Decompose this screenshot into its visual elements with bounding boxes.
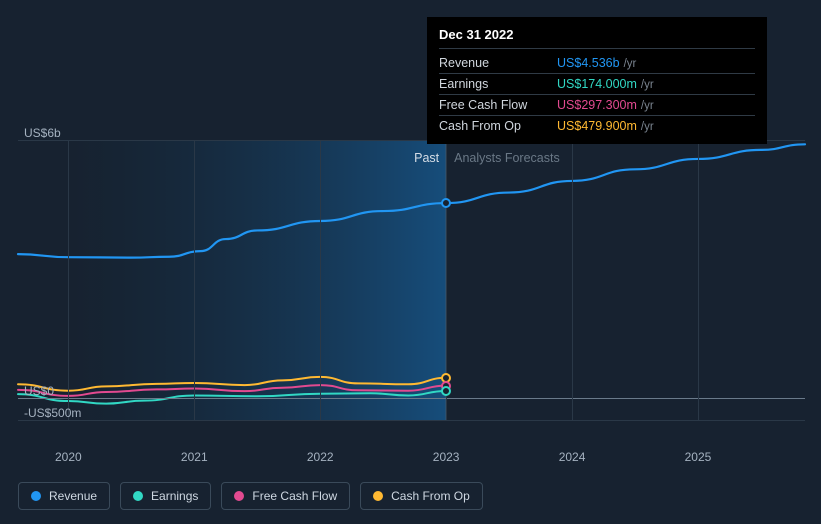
legend-label: Revenue: [49, 489, 97, 503]
chart-tooltip: Dec 31 2022 RevenueUS$4.536b/yrEarningsU…: [427, 17, 767, 144]
financials-chart: 2020 2021 2022 2023 2024 2025 Past Analysts F…: [0, 0, 821, 524]
series-marker: [441, 198, 451, 208]
legend-item[interactable]: Earnings: [120, 482, 211, 510]
past-label: Past: [414, 151, 439, 165]
legend-dot-icon: [373, 491, 383, 501]
x-axis-label: 2024: [559, 450, 586, 464]
x-axis-label: 2021: [181, 450, 208, 464]
x-gridline: [320, 140, 321, 420]
legend-item[interactable]: Revenue: [18, 482, 110, 510]
tooltip-row: Cash From OpUS$479.900m/yr: [439, 116, 755, 136]
legend-dot-icon: [31, 491, 41, 501]
legend-dot-icon: [234, 491, 244, 501]
forecast-label: Analysts Forecasts: [454, 151, 560, 165]
chart-svg: [18, 140, 805, 420]
x-axis-label: 2022: [307, 450, 334, 464]
tooltip-row: RevenueUS$4.536b/yr: [439, 53, 755, 74]
legend: Revenue Earnings Free Cash Flow Cash From O…: [18, 482, 483, 510]
tooltip-row: Free Cash FlowUS$297.300m/yr: [439, 95, 755, 116]
x-gridline: [194, 140, 195, 420]
y-axis-label: US$0: [24, 384, 54, 398]
y-axis-label: -US$500m: [24, 406, 81, 420]
tooltip-label: Cash From Op: [439, 119, 557, 133]
x-gridline: [68, 140, 69, 420]
tooltip-rows: RevenueUS$4.536b/yrEarningsUS$174.000m/y…: [439, 53, 755, 136]
legend-label: Free Cash Flow: [252, 489, 337, 503]
tooltip-suffix: /yr: [624, 58, 637, 70]
tooltip-label: Revenue: [439, 56, 557, 70]
tooltip-value: US$174.000m: [557, 77, 637, 91]
legend-item[interactable]: Free Cash Flow: [221, 482, 350, 510]
plot-area[interactable]: [18, 140, 805, 420]
tooltip-title: Dec 31 2022: [439, 27, 755, 49]
x-gridline: [698, 140, 699, 420]
x-axis-label: 2023: [433, 450, 460, 464]
x-gridline: [572, 140, 573, 420]
legend-item[interactable]: Cash From Op: [360, 482, 483, 510]
tooltip-value: US$479.900m: [557, 119, 637, 133]
series-marker: [441, 386, 451, 396]
y-gridline: [18, 398, 805, 399]
y-axis-label: US$6b: [24, 126, 61, 140]
x-axis-label: 2020: [55, 450, 82, 464]
tooltip-suffix: /yr: [641, 100, 654, 112]
legend-label: Earnings: [151, 489, 198, 503]
tooltip-suffix: /yr: [641, 79, 654, 91]
legend-dot-icon: [133, 491, 143, 501]
tooltip-value: US$297.300m: [557, 98, 637, 112]
tooltip-label: Earnings: [439, 77, 557, 91]
x-axis: 2020 2021 2022 2023 2024 2025: [18, 450, 805, 470]
x-axis-label: 2025: [685, 450, 712, 464]
tooltip-label: Free Cash Flow: [439, 98, 557, 112]
y-gridline: [18, 420, 805, 421]
legend-label: Cash From Op: [391, 489, 470, 503]
tooltip-row: EarningsUS$174.000m/yr: [439, 74, 755, 95]
tooltip-value: US$4.536b: [557, 56, 620, 70]
tooltip-suffix: /yr: [641, 121, 654, 133]
